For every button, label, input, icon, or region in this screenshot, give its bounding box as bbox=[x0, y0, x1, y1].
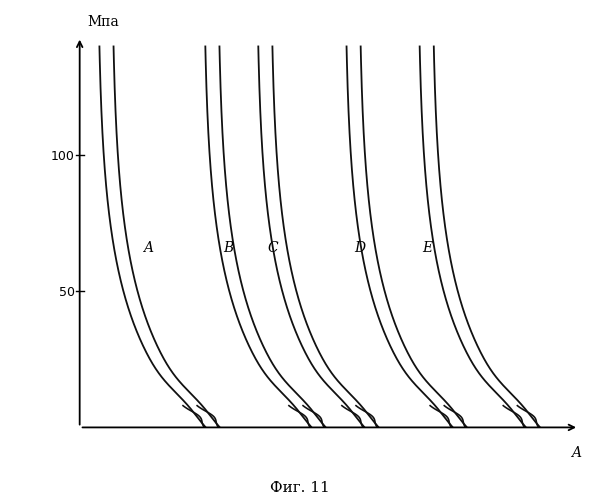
Text: Фиг. 11: Фиг. 11 bbox=[270, 481, 329, 495]
Text: D: D bbox=[354, 241, 365, 255]
Text: E: E bbox=[423, 241, 432, 255]
Text: C: C bbox=[267, 241, 278, 255]
Text: Мпа: Мпа bbox=[87, 15, 119, 29]
Text: B: B bbox=[223, 241, 234, 255]
Text: A: A bbox=[143, 241, 153, 255]
Text: A: A bbox=[571, 446, 582, 460]
